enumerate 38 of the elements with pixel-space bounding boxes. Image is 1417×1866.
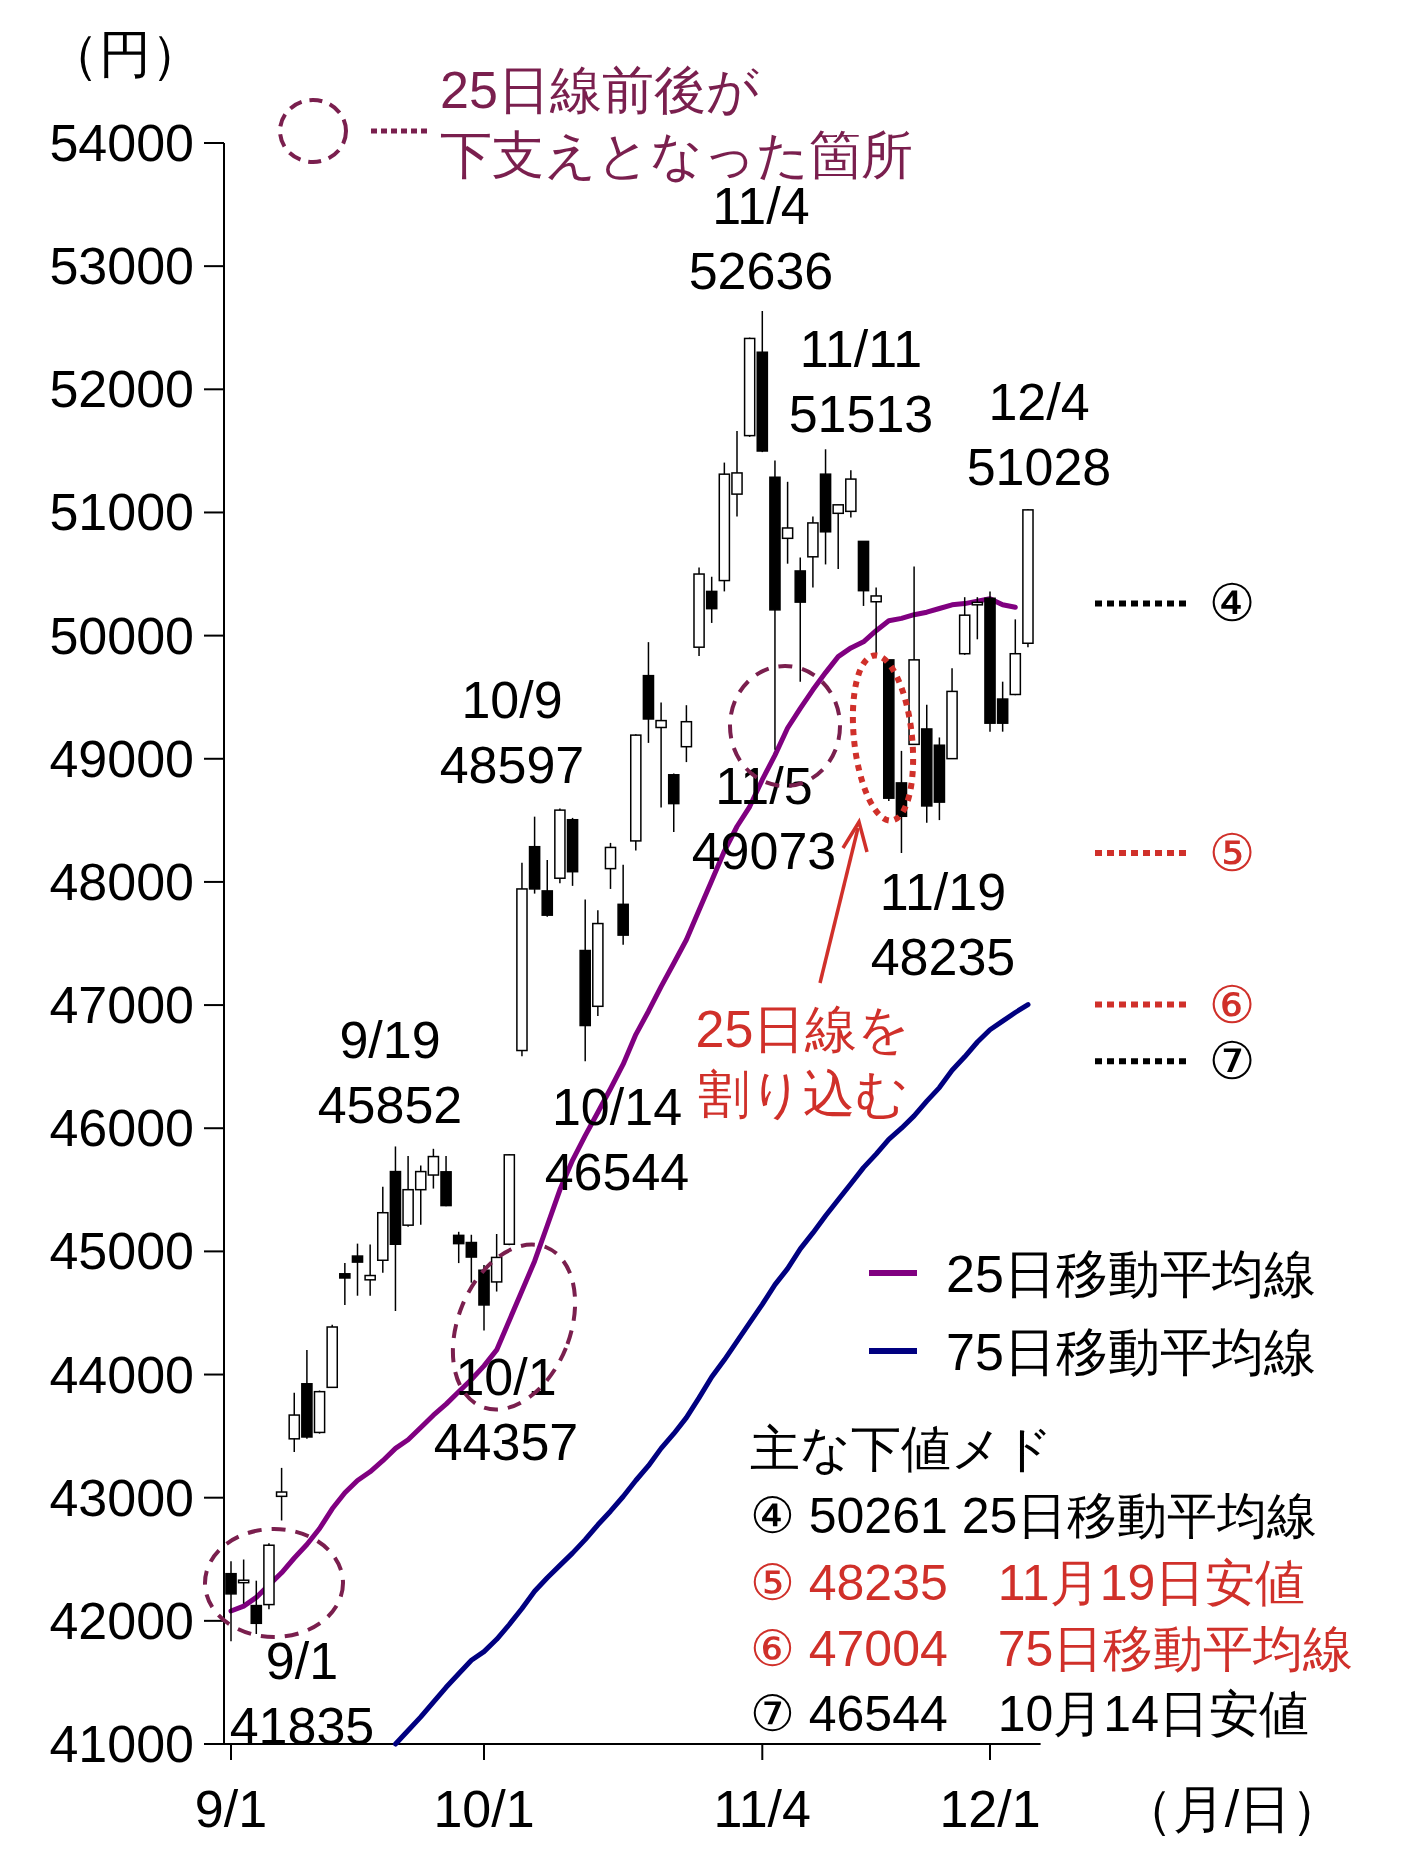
annotation: 11/19 48235 bbox=[870, 863, 1016, 986]
y-tick-label: 41000 bbox=[49, 1715, 194, 1773]
annotation: ⑥ 47004 75日移動平均線 bbox=[750, 1621, 1354, 1677]
y-tick-label: 44000 bbox=[49, 1345, 194, 1404]
annotation: ④ 50261 25日移動平均線 bbox=[750, 1488, 1318, 1544]
annotation: 12/4 51028 bbox=[966, 373, 1112, 496]
y-tick-label: 53000 bbox=[49, 237, 194, 296]
y-tick-label: 42000 bbox=[49, 1591, 194, 1650]
y-tick-label: 51000 bbox=[49, 483, 194, 542]
ref-line-label: ⑥ bbox=[1208, 975, 1256, 1034]
legend-label: 25日移動平均線 bbox=[946, 1245, 1316, 1303]
annotation: 25日線を割り込む bbox=[695, 1000, 911, 1123]
ref-line-label: ⑦ bbox=[1208, 1032, 1256, 1091]
y-tick-label: 48000 bbox=[49, 852, 194, 911]
y-tick-label: 43000 bbox=[49, 1468, 194, 1527]
x-tick-label: 9/1 bbox=[194, 1780, 268, 1838]
annotation: 11/11 51513 bbox=[788, 320, 934, 443]
y-axis-title: （円） bbox=[47, 25, 203, 83]
annotation: ⑦ 46544 10月14日安値 bbox=[750, 1686, 1309, 1742]
x-axis-title: （月/日） bbox=[1120, 1780, 1344, 1838]
y-tick-label: 46000 bbox=[49, 1099, 194, 1158]
y-tick-label: 47000 bbox=[49, 976, 194, 1035]
annotation: 10/9 48597 bbox=[439, 671, 585, 794]
y-tick-label: 49000 bbox=[49, 729, 194, 788]
y-tick-label: 52000 bbox=[49, 360, 194, 419]
x-tick-label: 11/4 bbox=[713, 1780, 811, 1838]
annotation: 9/1 41835 bbox=[229, 1632, 375, 1755]
legend-label: 75日移動平均線 bbox=[946, 1323, 1316, 1381]
x-tick-label: 10/1 bbox=[433, 1780, 535, 1838]
x-tick-label: 12/1 bbox=[939, 1780, 1041, 1838]
annotation: ⑤ 48235 11月19日安値 bbox=[750, 1555, 1306, 1611]
annotation: 主な下値メド bbox=[750, 1421, 1053, 1477]
ref-line-label: ⑤ bbox=[1208, 823, 1256, 882]
y-tick-label: 54000 bbox=[49, 114, 194, 172]
y-tick-label: 50000 bbox=[49, 606, 194, 665]
ref-line-label: ④ bbox=[1208, 574, 1256, 633]
annotation: 9/19 45852 bbox=[317, 1011, 463, 1134]
y-tick-label: 45000 bbox=[49, 1222, 194, 1281]
